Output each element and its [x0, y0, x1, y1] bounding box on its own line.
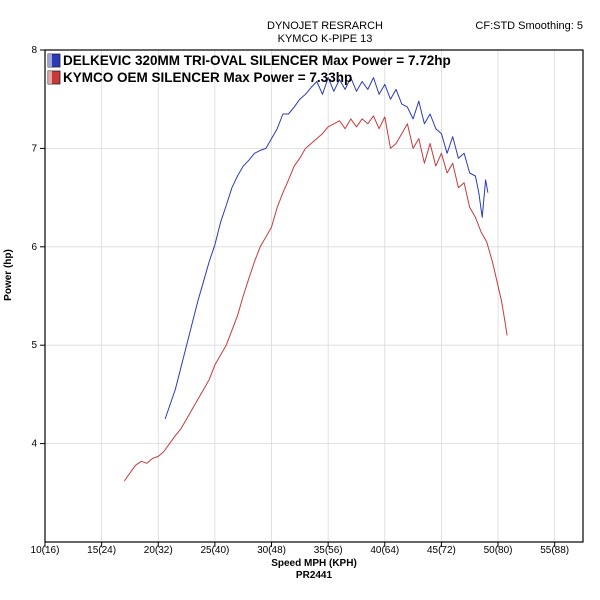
y-tick-label: 4 [31, 439, 37, 450]
y-ticks: 4 5 6 7 8 [31, 45, 45, 450]
x-tick-label: 45(72) [427, 545, 456, 556]
legend-entry-2: KYMCO OEM SILENCER Max Power = 7.33hp [47, 70, 352, 85]
legend-label: KYMCO OEM SILENCER Max Power = 7.33hp [63, 70, 352, 85]
legend-swatch-highlight [48, 71, 52, 84]
plot-frame [44, 49, 584, 543]
x-ticks: 10(16) 15(24) 20(32) 25(40) 30(48) 35(56) 40(6… [31, 542, 569, 556]
y-tick-label: 8 [31, 45, 37, 56]
y-axis-label: Power (hp) [3, 249, 14, 301]
chart-subtitle: KYMCO K-PIPE 13 [278, 33, 373, 45]
chart-title: DYNOJET RESRARCH [267, 20, 383, 32]
x-tick-label: 15(24) [87, 545, 116, 556]
x-tick-label: 10(16) [31, 545, 60, 556]
x-tick-label: 50(80) [484, 545, 513, 556]
x-tick-label: 30(48) [257, 545, 286, 556]
y-tick-label: 5 [31, 340, 37, 351]
x-tick-label: 25(40) [200, 545, 229, 556]
x-tick-label: 40(64) [370, 545, 399, 556]
series-line-1 [164, 77, 489, 420]
x-axis-label: Speed MPH (KPH) [271, 558, 357, 569]
y-tick-label: 6 [31, 242, 37, 253]
legend: DELKEVIC 320MM TRI-OVAL SILENCER Max Pow… [47, 53, 451, 85]
y-tick-label: 7 [31, 143, 37, 154]
series-lines [123, 77, 508, 482]
legend-swatch-highlight [48, 54, 52, 67]
x-tick-label: 35(56) [314, 545, 343, 556]
x-tick-label: 55(88) [540, 545, 569, 556]
run-id: PR2441 [296, 570, 333, 581]
settings-label: CF:STD Smoothing: 5 [475, 20, 583, 32]
legend-entry-1: DELKEVIC 320MM TRI-OVAL SILENCER Max Pow… [47, 53, 451, 68]
legend-label: DELKEVIC 320MM TRI-OVAL SILENCER Max Pow… [63, 53, 451, 68]
series-line-2 [123, 115, 508, 482]
grid [45, 50, 583, 542]
x-tick-label: 20(32) [144, 545, 173, 556]
